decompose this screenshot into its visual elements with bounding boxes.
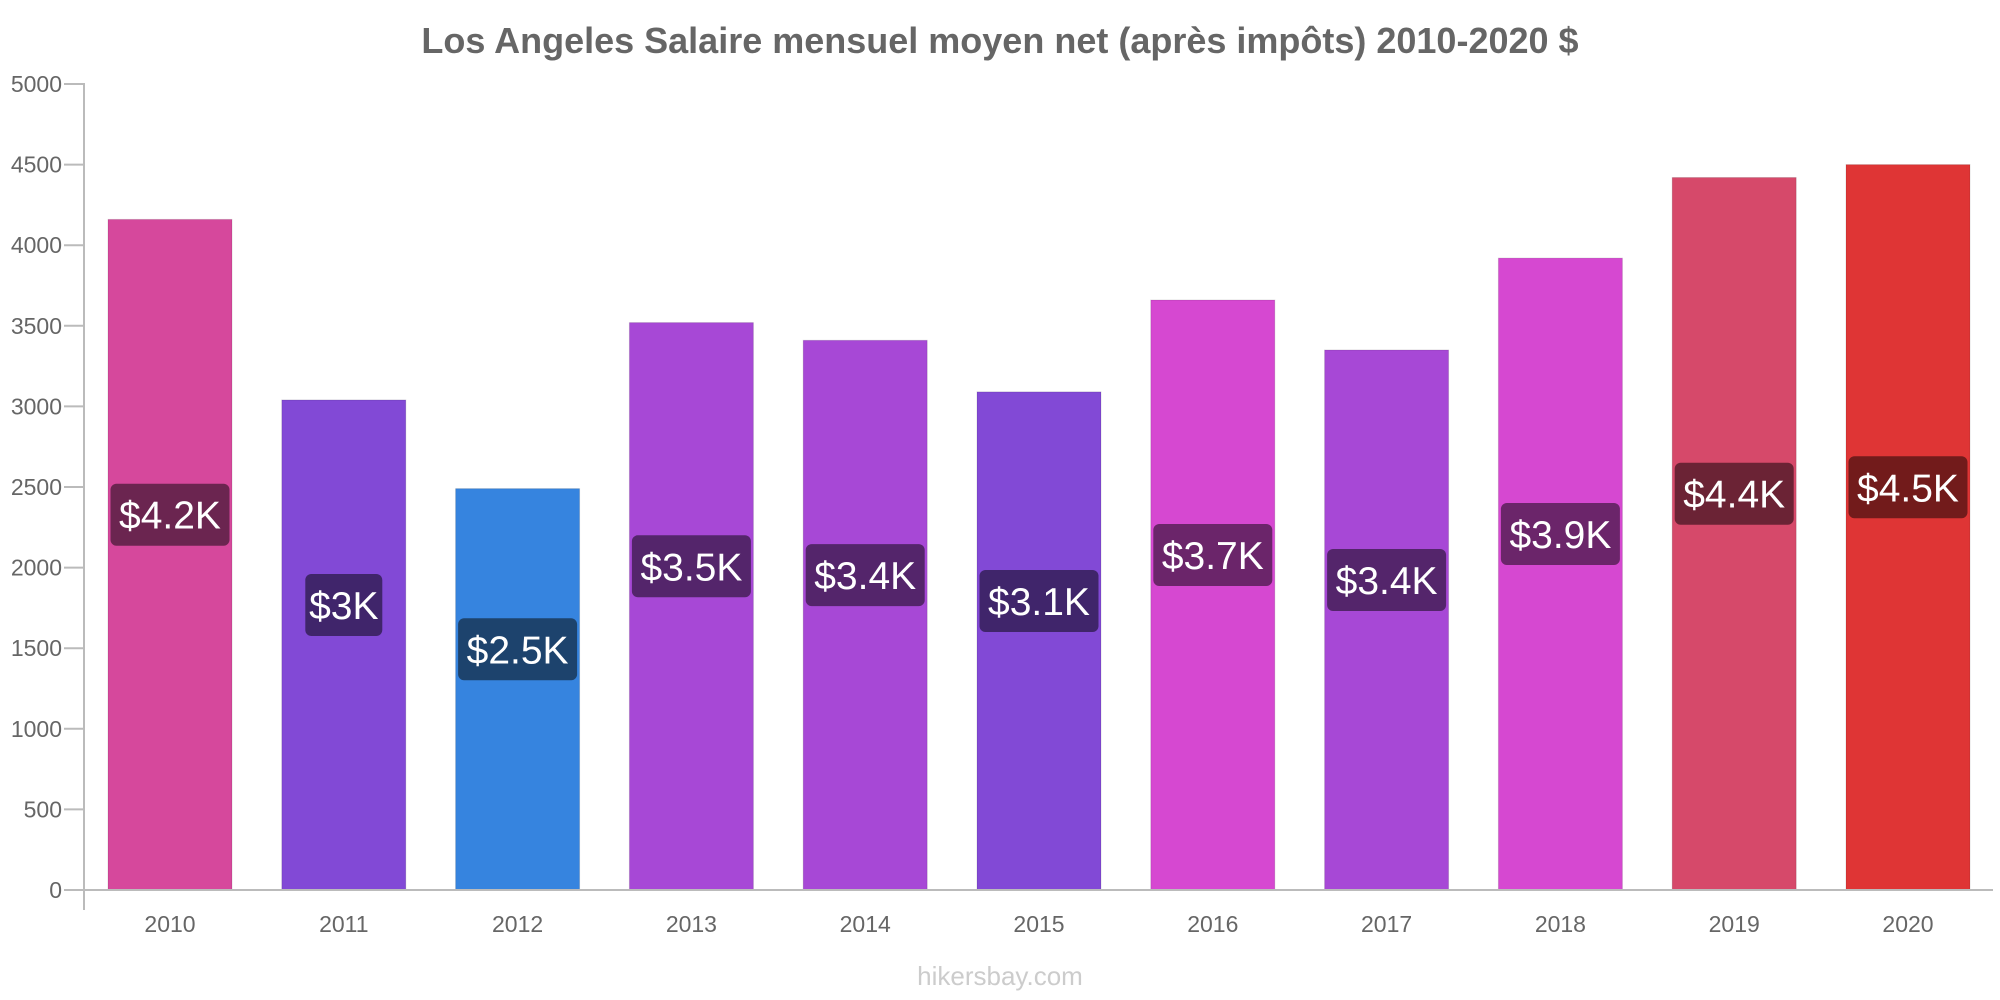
data-label-box (458, 618, 578, 681)
y-tick-label: 1000 (11, 716, 62, 742)
data-label-box (805, 544, 925, 607)
data-label: $4.4K (1683, 474, 1785, 517)
bar-2016 (1150, 299, 1276, 891)
data-labels: $4.2K $3K $2.5K $3.5K $3.4K $3.1K $3.7K $3.4K $3… (110, 456, 1968, 681)
data-label: $3.5K (640, 546, 742, 589)
bar-2018 (1497, 257, 1623, 891)
y-tick-label: 500 (24, 796, 62, 822)
y-tick-label: 3000 (11, 393, 62, 419)
x-tick-label: 2011 (319, 911, 368, 937)
x-tick-label: 2013 (666, 911, 717, 937)
data-label-box (305, 573, 383, 636)
data-label: $3.4K (814, 555, 916, 598)
y-tick-label: 2500 (11, 474, 62, 500)
data-label-box (631, 535, 751, 598)
x-tick-label: 2018 (1535, 911, 1586, 937)
chart-title: Los Angeles Salaire mensuel moyen net (a… (421, 20, 1578, 61)
data-label: $2.5K (467, 629, 569, 672)
bar-2019 (1671, 176, 1797, 891)
y-tick-label: 1500 (11, 635, 62, 661)
y-tick-label: 4500 (11, 152, 62, 178)
y-tick-label: 4000 (11, 232, 62, 258)
data-label: $3.1K (988, 581, 1090, 624)
data-label: $4.2K (119, 495, 221, 538)
x-tick-label: 2010 (144, 911, 195, 937)
bar-2017 (1324, 349, 1450, 891)
data-label-box (979, 569, 1099, 632)
x-axis-ticks: 2010 2011 2012 2013 2014 2015 2016 2017 2018 2019… (144, 911, 1933, 937)
data-label-box (1327, 548, 1447, 611)
x-tick-label: 2015 (1013, 911, 1064, 937)
data-label-box (1848, 456, 1968, 519)
data-label: $4.5K (1857, 467, 1959, 510)
x-tick-label: 2019 (1709, 911, 1760, 937)
bar-2011 (281, 399, 407, 891)
bar-2014 (802, 339, 928, 891)
data-label: $3K (309, 585, 378, 628)
y-tick-label: 5000 (11, 71, 62, 97)
x-tick-label: 2016 (1187, 911, 1238, 937)
y-tick-label: 2000 (11, 555, 62, 581)
y-tick-label: 3500 (11, 313, 62, 339)
bar-2020 (1845, 164, 1971, 891)
x-tick-label: 2020 (1882, 911, 1933, 937)
data-label: $3.7K (1162, 535, 1264, 578)
watermark: hikersbay.com (917, 961, 1083, 991)
x-tick-label: 2012 (492, 911, 543, 937)
bar-2010 (107, 218, 233, 891)
bar-2012 (455, 488, 581, 891)
data-label-box (1500, 503, 1620, 566)
x-tick-label: 2017 (1361, 911, 1412, 937)
bar-2015 (976, 391, 1102, 891)
data-label: $3.4K (1336, 560, 1438, 603)
y-tick-label: 0 (49, 877, 62, 903)
data-label: $3.9K (1509, 514, 1611, 557)
data-label-box (1153, 524, 1273, 587)
x-tick-label: 2014 (840, 911, 891, 937)
data-label-box (1674, 462, 1794, 525)
bar-2013 (628, 322, 754, 891)
y-axis-ticks: 0 500 1000 1500 2000 2500 3000 3500 4000 4500 5000 (11, 71, 84, 903)
bars (107, 164, 1971, 891)
data-label-box (110, 483, 230, 546)
